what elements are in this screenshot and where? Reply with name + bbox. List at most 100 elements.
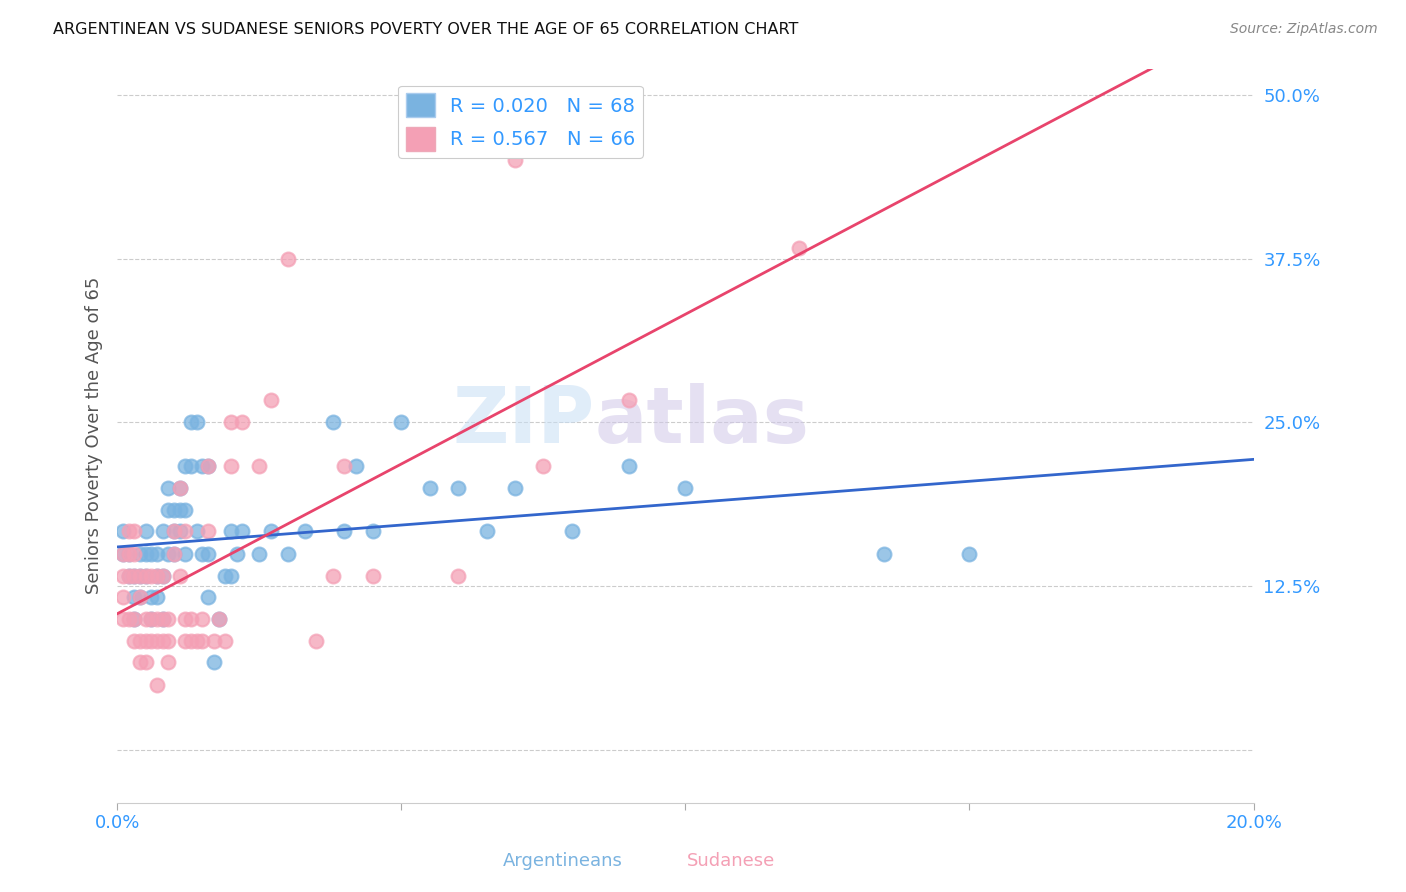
Point xyxy=(259,524,281,539)
Point xyxy=(389,416,412,430)
Point xyxy=(157,547,180,561)
Point xyxy=(361,524,384,539)
Point xyxy=(208,612,231,626)
Point xyxy=(191,634,214,648)
Point xyxy=(152,569,174,583)
Text: Source: ZipAtlas.com: Source: ZipAtlas.com xyxy=(1230,22,1378,37)
Point xyxy=(141,590,163,604)
Point xyxy=(152,612,174,626)
Point xyxy=(122,569,145,583)
Point xyxy=(169,569,191,583)
Point xyxy=(163,547,186,561)
Point xyxy=(122,524,145,539)
Point xyxy=(247,547,270,561)
Point xyxy=(135,547,157,561)
Point xyxy=(174,547,197,561)
Point xyxy=(174,634,197,648)
Point xyxy=(259,393,281,408)
Point xyxy=(129,590,152,604)
Point xyxy=(180,634,202,648)
Point xyxy=(111,547,134,561)
Point xyxy=(197,547,219,561)
Point xyxy=(277,547,299,561)
Point xyxy=(141,634,163,648)
Point xyxy=(231,416,253,430)
Point xyxy=(152,569,174,583)
Point xyxy=(146,569,169,583)
Point xyxy=(447,569,470,583)
Point xyxy=(146,569,169,583)
Point xyxy=(157,634,180,648)
Point xyxy=(333,458,356,473)
Point xyxy=(122,547,145,561)
Point xyxy=(180,416,202,430)
Point xyxy=(146,590,169,604)
Point xyxy=(873,547,896,561)
Point xyxy=(322,569,344,583)
Point xyxy=(111,590,134,604)
Point xyxy=(163,524,186,539)
Point xyxy=(219,524,242,539)
Point xyxy=(247,458,270,473)
Point xyxy=(959,547,981,561)
Point xyxy=(129,590,152,604)
Point xyxy=(152,524,174,539)
Point xyxy=(305,634,328,648)
Point xyxy=(111,612,134,626)
Text: Argentineans: Argentineans xyxy=(502,852,623,870)
Point xyxy=(186,634,208,648)
Text: Sudanese: Sudanese xyxy=(688,852,775,870)
Point xyxy=(141,569,163,583)
Point xyxy=(294,524,316,539)
Point xyxy=(135,569,157,583)
Point xyxy=(122,612,145,626)
Point xyxy=(197,524,219,539)
Text: ZIP: ZIP xyxy=(453,383,595,458)
Point xyxy=(157,503,180,517)
Legend: R = 0.020   N = 68, R = 0.567   N = 66: R = 0.020 N = 68, R = 0.567 N = 66 xyxy=(398,86,644,158)
Point xyxy=(322,416,344,430)
Point xyxy=(111,524,134,539)
Point xyxy=(219,458,242,473)
Point xyxy=(186,416,208,430)
Point xyxy=(202,656,225,670)
Point xyxy=(617,393,640,408)
Point xyxy=(169,481,191,495)
Point xyxy=(146,547,169,561)
Point xyxy=(157,481,180,495)
Point xyxy=(197,458,219,473)
Point xyxy=(531,458,554,473)
Y-axis label: Seniors Poverty Over the Age of 65: Seniors Poverty Over the Age of 65 xyxy=(86,277,103,594)
Point xyxy=(129,569,152,583)
Point xyxy=(117,547,139,561)
Point xyxy=(787,241,810,255)
Point xyxy=(208,612,231,626)
Point xyxy=(214,634,236,648)
Point xyxy=(191,547,214,561)
Point xyxy=(135,569,157,583)
Point xyxy=(169,524,191,539)
Point xyxy=(344,458,367,473)
Point xyxy=(419,481,441,495)
Point xyxy=(146,678,169,692)
Point xyxy=(219,416,242,430)
Point xyxy=(141,612,163,626)
Point xyxy=(129,547,152,561)
Point xyxy=(180,612,202,626)
Point xyxy=(169,503,191,517)
Text: ARGENTINEAN VS SUDANESE SENIORS POVERTY OVER THE AGE OF 65 CORRELATION CHART: ARGENTINEAN VS SUDANESE SENIORS POVERTY … xyxy=(53,22,799,37)
Point xyxy=(503,481,526,495)
Point xyxy=(129,656,152,670)
Point xyxy=(135,612,157,626)
Point xyxy=(135,656,157,670)
Point xyxy=(141,547,163,561)
Point xyxy=(202,634,225,648)
Point xyxy=(122,634,145,648)
Point xyxy=(673,481,696,495)
Point xyxy=(122,612,145,626)
Point xyxy=(361,569,384,583)
Point xyxy=(163,524,186,539)
Point xyxy=(214,569,236,583)
Point xyxy=(561,524,583,539)
Point xyxy=(617,458,640,473)
